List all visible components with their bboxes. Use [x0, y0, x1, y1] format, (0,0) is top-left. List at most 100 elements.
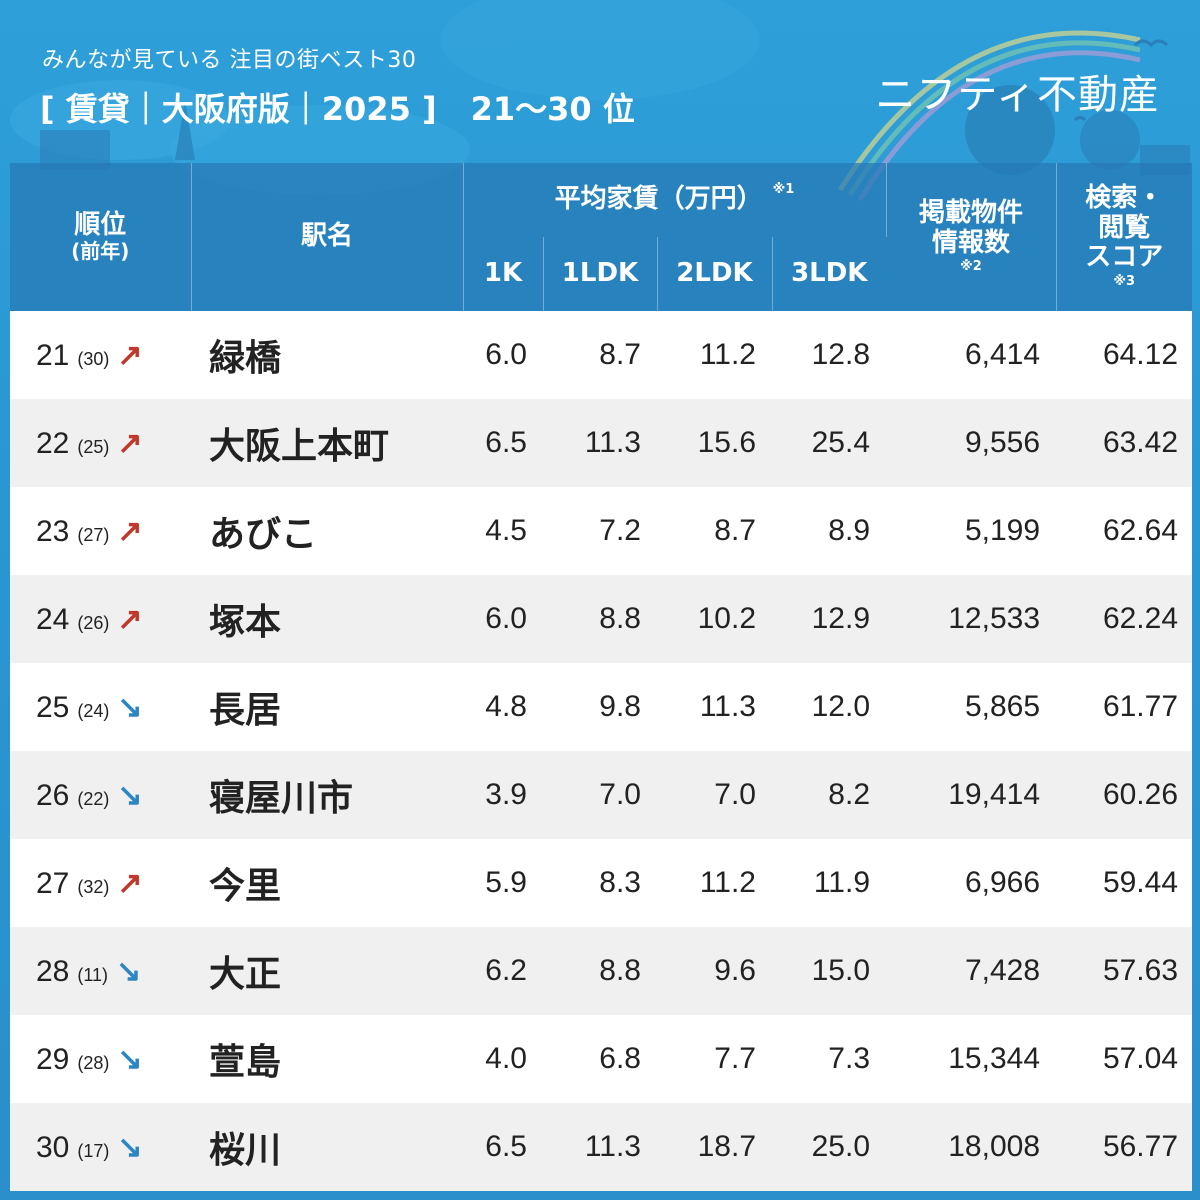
col-score-line1: 検索・: [1085, 182, 1164, 213]
trend-up-icon: ↗: [117, 514, 143, 548]
station-name: 萱島: [191, 1015, 463, 1103]
search-score: 56.77: [1056, 1103, 1193, 1191]
col-rank-sub: (前年): [71, 239, 130, 264]
page-title: [ 賃貸｜大阪府版｜2025 ] 21～30 位: [40, 84, 635, 130]
rent-3ldk: 12.0: [772, 663, 887, 751]
station-name: 今里: [191, 839, 463, 927]
rent-1ldk: 9.8: [543, 663, 657, 751]
table-row: 27 (32) ↗ 今里 5.9 8.3 11.2 11.9 6,966 59.44: [10, 839, 1193, 927]
col-station: 駅名: [191, 163, 464, 311]
table-header: 順位 (前年) 駅名 平均家賃（万円） ※1 掲載物件 情報数 ※2 検索・ 閲覧…: [10, 163, 1193, 311]
rent-1ldk: 8.7: [543, 311, 657, 399]
col-rank-label: 順位: [74, 209, 127, 240]
rank-number: 25: [36, 690, 70, 724]
brand-logo: ニフティ不動産: [875, 72, 1160, 118]
search-score: 64.12: [1056, 311, 1193, 399]
listings-note: ※2: [960, 259, 982, 275]
trend-up-icon: ↗: [117, 602, 143, 636]
previous-rank: (30): [77, 348, 110, 369]
col-score: 検索・ 閲覧 スコア ※3: [1056, 163, 1193, 311]
rent-2ldk: 9.6: [657, 927, 772, 1015]
table-row: 26 (22) ↘ 寝屋川市 3.9 7.0 7.0 8.2 19,414 60.26: [10, 751, 1193, 839]
col-1k: 1K: [463, 237, 544, 311]
rent-1k: 5.9: [463, 839, 543, 927]
rank-number: 22: [36, 426, 70, 460]
rank-number: 23: [36, 514, 70, 548]
table-row: 30 (17) ↘ 桜川 6.5 11.3 18.7 25.0 18,008 56.77: [10, 1103, 1193, 1191]
col-listings: 掲載物件 情報数 ※2: [886, 163, 1057, 311]
rent-3ldk: 12.9: [772, 575, 887, 663]
rank-cell: 30 (17) ↘: [10, 1103, 191, 1191]
listings-count: 19,414: [886, 751, 1057, 839]
rank-cell: 21 (30) ↗: [10, 311, 191, 399]
col-score-line3: スコア: [1085, 242, 1164, 273]
trend-up-icon: ↗: [117, 338, 143, 372]
station-name: 塚本: [191, 575, 463, 663]
station-name: 寝屋川市: [191, 751, 463, 839]
ranking-table: 順位 (前年) 駅名 平均家賃（万円） ※1 掲載物件 情報数 ※2 検索・ 閲覧…: [10, 163, 1193, 1192]
col-1ldk: 1LDK: [543, 237, 658, 311]
header: みんなが見ている 注目の街ベスト30 [ 賃貸｜大阪府版｜2025 ] 21～30…: [0, 0, 1200, 160]
station-name: あびこ: [191, 487, 463, 575]
previous-rank: (24): [77, 700, 110, 721]
rank-number: 26: [36, 778, 70, 812]
trend-down-icon: ↘: [116, 954, 142, 988]
rent-2ldk: 15.6: [657, 399, 772, 487]
listings-count: 6,966: [886, 839, 1057, 927]
search-score: 62.64: [1056, 487, 1193, 575]
rent-1k: 4.0: [463, 1015, 543, 1103]
rent-2ldk: 7.0: [657, 751, 772, 839]
rent-1k: 6.5: [463, 399, 543, 487]
col-3ldk: 3LDK: [772, 237, 887, 311]
search-score: 57.04: [1056, 1015, 1193, 1103]
previous-rank: (32): [77, 876, 110, 897]
rank-cell: 23 (27) ↗: [10, 487, 191, 575]
listings-count: 7,428: [886, 927, 1057, 1015]
rank-cell: 26 (22) ↘: [10, 751, 191, 839]
rent-1k: 6.5: [463, 1103, 543, 1191]
rent-2ldk: 7.7: [657, 1015, 772, 1103]
search-score: 60.26: [1056, 751, 1193, 839]
col-listings-line2: 情報数: [932, 227, 1011, 258]
rent-1k: 6.0: [463, 311, 543, 399]
rent-1k: 4.8: [463, 663, 543, 751]
rent-note: ※1: [772, 182, 795, 198]
trend-down-icon: ↘: [117, 690, 143, 724]
table-row: 28 (11) ↘ 大正 6.2 8.8 9.6 15.0 7,428 57.63: [10, 927, 1193, 1015]
rank-cell: 24 (26) ↗: [10, 575, 191, 663]
table-row: 22 (25) ↗ 大阪上本町 6.5 11.3 15.6 25.4 9,556 63.42: [10, 399, 1193, 487]
rent-3ldk: 15.0: [772, 927, 887, 1015]
rent-3ldk: 8.9: [772, 487, 887, 575]
rank-number: 27: [36, 866, 70, 900]
col-listings-line1: 掲載物件: [919, 197, 1024, 228]
rent-1ldk: 11.3: [543, 399, 657, 487]
rank-number: 21: [36, 338, 70, 372]
rent-3ldk: 25.0: [772, 1103, 887, 1191]
trend-down-icon: ↘: [117, 778, 143, 812]
search-score: 62.24: [1056, 575, 1193, 663]
rent-1ldk: 8.8: [543, 575, 657, 663]
rent-1k: 6.2: [463, 927, 543, 1015]
rent-2ldk: 8.7: [657, 487, 772, 575]
station-name: 長居: [191, 663, 463, 751]
col-rent-group-label: 平均家賃（万円）: [554, 184, 763, 215]
rent-1ldk: 7.2: [543, 487, 657, 575]
rank-number: 30: [36, 1130, 70, 1164]
rent-1ldk: 8.8: [543, 927, 657, 1015]
trend-down-icon: ↘: [117, 1042, 143, 1076]
trend-up-icon: ↗: [117, 426, 143, 460]
listings-count: 6,414: [886, 311, 1057, 399]
rent-2ldk: 11.3: [657, 663, 772, 751]
rank-number: 24: [36, 602, 70, 636]
rank-number: 29: [36, 1042, 70, 1076]
search-score: 63.42: [1056, 399, 1193, 487]
previous-rank: (17): [77, 1140, 110, 1161]
rank-cell: 28 (11) ↘: [10, 927, 191, 1015]
rent-3ldk: 7.3: [772, 1015, 887, 1103]
previous-rank: (27): [77, 524, 110, 545]
rent-2ldk: 11.2: [657, 311, 772, 399]
listings-count: 5,199: [886, 487, 1057, 575]
previous-rank: (26): [77, 612, 110, 633]
col-2ldk: 2LDK: [657, 237, 773, 311]
rent-2ldk: 18.7: [657, 1103, 772, 1191]
